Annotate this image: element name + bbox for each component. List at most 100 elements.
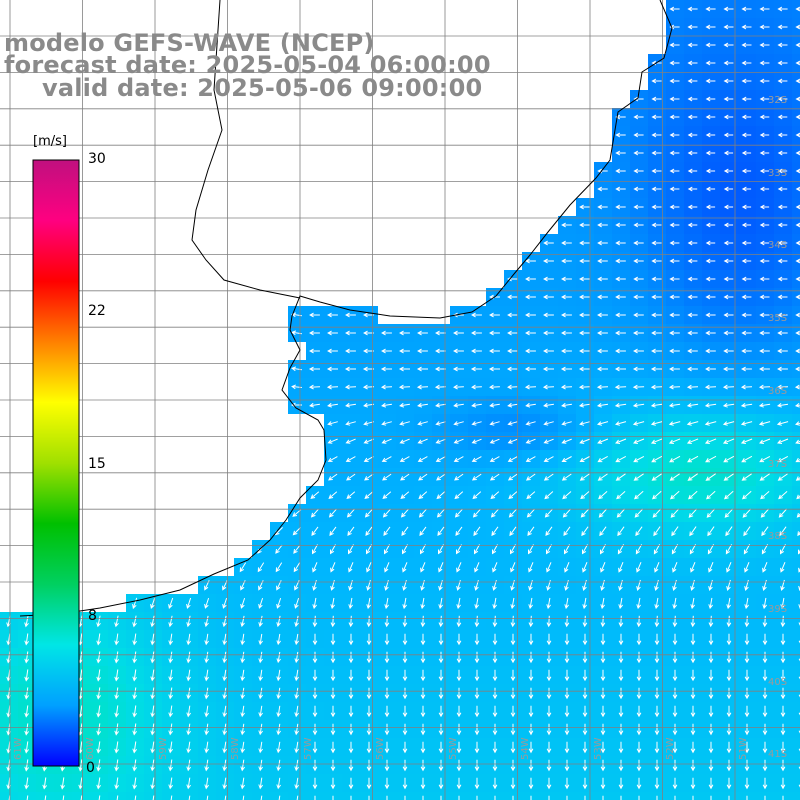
wind-arrow xyxy=(525,402,536,408)
wind-arrow xyxy=(400,508,409,518)
wind-arrow xyxy=(435,421,446,426)
wind-arrow xyxy=(453,384,464,390)
wind-arrow xyxy=(528,633,534,646)
wind-arrow xyxy=(398,384,411,390)
wind-arrow xyxy=(633,222,644,228)
wind-arrow xyxy=(436,491,446,500)
wind-arrow xyxy=(546,687,552,700)
wind-arrow xyxy=(528,687,534,700)
wind-arrow xyxy=(188,795,191,800)
wind-arrow xyxy=(434,366,446,372)
wind-arrow xyxy=(348,669,354,682)
wind-arrow xyxy=(672,669,678,682)
wind-cell xyxy=(792,756,800,774)
wind-arrow xyxy=(795,348,800,354)
wind-arrow xyxy=(471,438,482,444)
wind-arrow xyxy=(615,455,627,463)
wind-arrow xyxy=(687,96,698,102)
wind-arrow xyxy=(492,705,498,718)
wind-arrow xyxy=(741,204,752,210)
wind-arrow xyxy=(326,384,339,390)
wind-arrow xyxy=(402,615,408,628)
wind-arrow xyxy=(240,615,245,628)
wind-arrow xyxy=(492,687,498,700)
wind-arrow xyxy=(600,687,606,700)
wind-arrow xyxy=(312,687,318,700)
wind-arrow xyxy=(222,687,227,700)
wind-arrow xyxy=(347,526,355,536)
wind-arrow xyxy=(741,473,752,481)
wind-arrow xyxy=(402,597,407,610)
wind-arrow xyxy=(758,384,771,390)
wind-arrow xyxy=(510,723,516,736)
wind-arrow xyxy=(741,455,753,463)
wind-arrow xyxy=(435,330,446,336)
wind-arrow xyxy=(507,402,518,408)
wind-arrow xyxy=(96,651,101,664)
wind-arrow xyxy=(704,421,717,426)
wind-arrow xyxy=(687,348,698,354)
wind-arrow xyxy=(510,544,516,555)
wind-arrow xyxy=(383,526,391,536)
wind-cell xyxy=(792,792,800,800)
wind-arrow xyxy=(312,705,318,718)
wind-arrow xyxy=(206,795,209,800)
wind-cell xyxy=(288,792,306,800)
wind-arrow xyxy=(564,741,570,754)
wind-arrow xyxy=(706,490,716,500)
wind-arrow xyxy=(651,150,662,156)
wind-arrow xyxy=(276,741,281,754)
wind-arrow xyxy=(456,759,462,772)
wind-arrow xyxy=(364,491,374,499)
wind-arrow xyxy=(240,651,245,664)
wind-arrow xyxy=(596,421,609,426)
wind-arrow xyxy=(620,795,622,800)
wind-arrow xyxy=(434,384,447,390)
wind-arrow xyxy=(417,456,428,462)
wind-arrow xyxy=(473,526,481,537)
wind-arrow xyxy=(132,615,137,628)
wind-arrow xyxy=(780,723,786,736)
wind-cell xyxy=(792,630,800,648)
wind-arrow xyxy=(762,723,768,736)
wind-arrow xyxy=(636,615,642,628)
wind-arrow xyxy=(240,705,245,718)
wind-arrow xyxy=(722,438,735,444)
wind-arrow xyxy=(669,294,680,300)
wind-cell xyxy=(54,792,72,800)
wind-arrow xyxy=(330,777,336,790)
wind-arrow xyxy=(150,651,155,664)
wind-arrow xyxy=(422,795,424,800)
wind-arrow xyxy=(381,456,392,462)
wind-arrow xyxy=(758,403,771,408)
wind-arrow xyxy=(723,24,734,30)
wind-arrow xyxy=(687,240,698,246)
wind-arrow xyxy=(651,78,662,84)
wind-arrow xyxy=(564,723,570,736)
wind-arrow xyxy=(456,651,462,664)
wind-arrow xyxy=(24,741,30,754)
wind-arrow xyxy=(566,795,568,800)
wind-arrow xyxy=(474,562,480,573)
wind-arrow xyxy=(780,562,786,573)
wind-arrow xyxy=(168,777,173,790)
wind-arrow xyxy=(471,421,482,426)
wind-arrow xyxy=(309,402,320,408)
wind-arrow xyxy=(669,330,680,336)
wind-direction-arrows xyxy=(6,6,800,800)
wind-arrow xyxy=(795,186,800,192)
wind-arrow xyxy=(543,438,554,444)
wind-arrow xyxy=(381,421,392,426)
wind-arrow xyxy=(222,741,227,754)
wind-arrow xyxy=(399,402,410,408)
wind-arrow xyxy=(114,705,119,718)
wind-arrow xyxy=(795,276,800,282)
wind-arrow xyxy=(546,669,552,682)
wind-arrow xyxy=(632,384,645,390)
wind-arrow xyxy=(600,633,606,646)
wind-arrow xyxy=(296,795,299,800)
wind-arrow xyxy=(582,544,588,555)
wind-arrow xyxy=(510,741,516,754)
wind-arrow xyxy=(528,597,533,610)
